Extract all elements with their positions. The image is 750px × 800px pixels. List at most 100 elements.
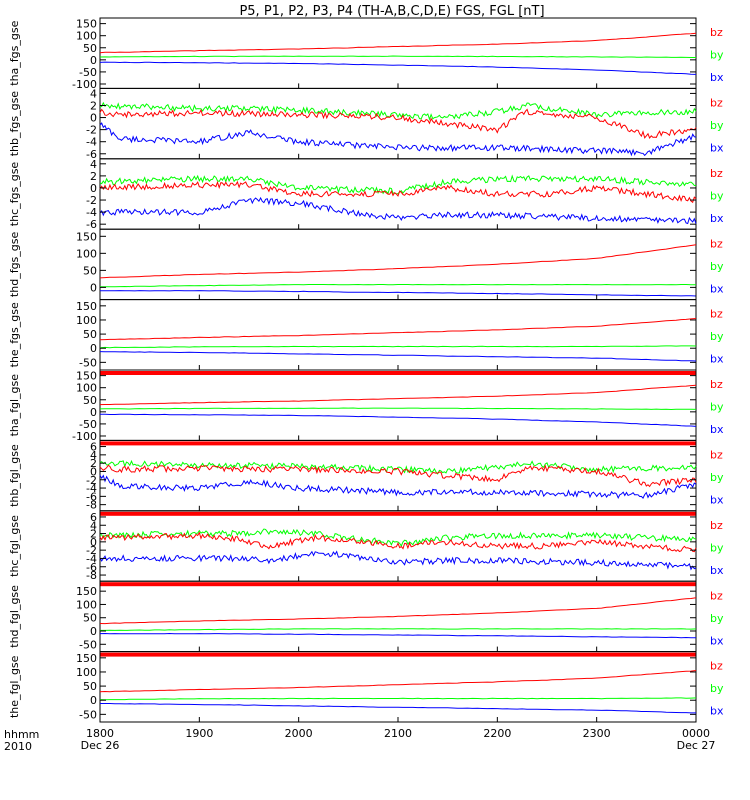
y-tick-label: 150 [76,300,97,313]
panel-thc_fgs_gse: 420-2-4-6 thc_fgs_gse bz by bx [8,158,724,231]
legend-bz: bz [710,660,723,673]
series-line-by [99,101,697,121]
x-tick-label: 2100 [384,727,412,740]
legend-bx: bx [710,494,724,507]
legend-bz: bz [710,519,723,532]
y-tick-label: 50 [83,680,97,693]
quality-flag-bar [100,441,696,446]
y-tick-label: 0 [90,536,97,549]
series-line-bx [99,550,697,571]
y-tick-label: 4 [90,158,97,171]
x-axis-end-date: Dec 27 [677,739,716,752]
legend-by: by [710,471,724,484]
y-tick-label: 0 [90,465,97,478]
y-tick-label: -50 [79,356,97,369]
y-tick-label: 2 [90,457,97,470]
series-line-by [99,407,697,411]
y-tick-label: -2 [86,474,97,487]
series-line-bx [99,61,697,75]
plot-title: P5, P1, P2, P3, P4 (TH-A,B,C,D,E) FGS, F… [239,4,544,19]
y-tick-label: 100 [76,382,97,395]
y-tick-label: 0 [90,625,97,638]
y-tick-label: -50 [79,418,97,431]
legend-bx: bx [710,282,724,295]
legend-bz: bz [710,167,723,180]
y-tick-label: 100 [76,30,97,43]
y-tick-label: -50 [79,638,97,651]
panel-thb_fgs_gse: 420-2-4-6 thb_fgs_gse bz by bx [8,87,724,160]
y-tick-label: -6 [86,218,97,231]
quality-flag-bar [100,511,696,516]
series-line-bz [99,32,697,54]
panel-frame [99,510,697,582]
panel-frame [99,299,697,371]
legend-bx: bx [710,423,724,436]
legend-by: by [710,260,724,273]
y-axis-label: thd_fgs_gse [8,232,21,298]
legend-bx: bx [710,705,724,718]
y-tick-label: -50 [79,66,97,79]
y-tick-label: 100 [76,598,97,611]
series-line-bx [99,196,697,225]
y-tick-label: 150 [76,652,97,665]
panel-frame [99,651,697,723]
y-tick-label: -8 [86,569,97,582]
x-tick-label: 2200 [483,727,511,740]
y-tick-label: 4 [90,449,97,462]
legend-bz: bz [710,449,723,462]
legend-by: by [710,612,724,625]
y-tick-label: 0 [90,112,97,125]
y-tick-label: 100 [76,247,97,260]
panel-frame [99,369,697,441]
y-tick-label: 0 [90,406,97,419]
legend-by: by [710,119,724,132]
series-line-bz [99,108,697,139]
quality-flag-bar [100,371,696,375]
y-axis-label: the_fgs_gse [8,302,21,367]
panel-thd_fgs_gse: 150 100 50 0 thd_fgs_gse bz by bx [8,228,724,301]
panel-frame [99,228,697,301]
legend-by: by [710,330,724,343]
y-tick-label: 0 [90,54,97,67]
x-tick-label: 0000 [682,727,710,740]
x-axis-label-hhmm: hhmm [4,728,39,741]
legend-by: by [710,49,724,62]
y-tick-label: -4 [86,552,97,565]
legend-bx: bx [710,142,724,155]
y-axis-label: tha_fgs_gse [8,20,21,85]
series-line-bz [99,464,697,488]
y-tick-label: 150 [76,230,97,243]
series-line-bz [99,318,697,341]
series-line-bz [99,597,697,625]
series-line-by [99,345,697,349]
series-line-bz [99,670,697,693]
y-axis-label: thb_fgs_gse [8,91,21,157]
y-tick-label: -100 [72,430,97,443]
series-line-bx [100,413,697,427]
y-tick-label: 0 [90,281,97,294]
y-tick-label: 4 [90,87,97,100]
series-line-bz [99,531,697,553]
legend-bz: bz [710,378,723,391]
legend-bz: bz [710,308,723,321]
legend-by: by [710,189,724,202]
y-tick-label: -50 [79,708,97,721]
quality-flag-bar [100,582,696,587]
series-line-by [99,528,697,548]
y-tick-label: 150 [76,18,97,31]
y-tick-label: -6 [86,490,97,503]
quality-flag-bar [100,652,696,657]
y-tick-label: -2 [86,544,97,557]
y-tick-label: 100 [76,666,97,679]
y-tick-label: 6 [90,511,97,524]
y-axis-label: tha_fgl_gse [8,374,21,437]
y-tick-label: 150 [76,370,97,383]
series-line-bz [99,180,697,204]
series-line-by [99,55,696,58]
